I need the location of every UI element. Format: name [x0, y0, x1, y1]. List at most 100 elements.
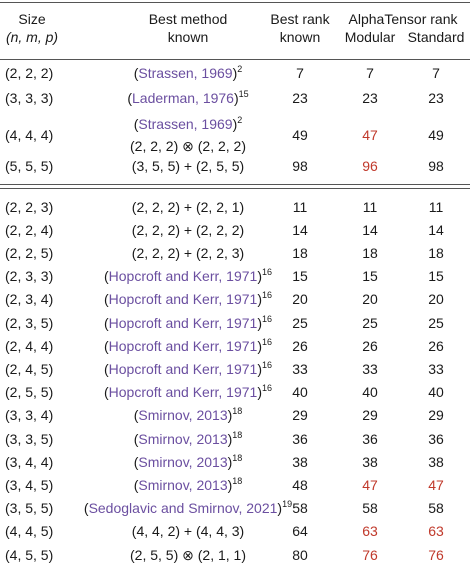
- size: (2, 5, 5): [5, 384, 54, 401]
- citation[interactable]: (Hopcroft and Kerr, 1971): [104, 361, 262, 377]
- standard-rank: 25: [428, 314, 444, 331]
- size: (2, 4, 5): [5, 360, 54, 377]
- standard-rank: 7: [432, 64, 440, 81]
- citation[interactable]: (Sedoglavic and Smirnov, 2021): [84, 500, 282, 516]
- citation-bracket: (: [103, 314, 109, 331]
- best-rank: 33: [292, 360, 308, 377]
- standard-rank: 20: [428, 291, 444, 308]
- citation[interactable]: (Hopcroft and Kerr, 1971): [104, 291, 262, 307]
- size: (3, 3, 4): [5, 407, 54, 424]
- citation-bracket: ): [257, 384, 262, 401]
- citation[interactable]: (Smirnov, 2013): [134, 431, 233, 447]
- size: (4, 5, 5): [5, 546, 54, 563]
- reference: 2: [237, 63, 243, 74]
- header-rule: [0, 59, 470, 60]
- formula: (2, 2, 2) + (2, 2, 2): [131, 221, 245, 238]
- size: (2, 3, 5): [5, 314, 54, 331]
- modular-rank: 40: [362, 384, 378, 401]
- modular-rank: 18: [362, 244, 378, 261]
- size: (2, 2, 3): [5, 198, 54, 215]
- method-line: (2, 5, 5) ⊗ (2, 1, 1): [130, 547, 246, 564]
- best-rank: 80: [292, 546, 308, 563]
- standard-rank: 33: [428, 360, 444, 377]
- formula: (3, 5, 5) + (2, 5, 5): [131, 157, 245, 174]
- citation-text: Smirnov, 2013: [138, 476, 228, 493]
- best-rank: 64: [292, 523, 308, 540]
- citation[interactable]: (Strassen, 1969): [134, 116, 238, 132]
- best-rank: 14: [292, 221, 308, 238]
- citation-bracket: (: [103, 384, 109, 401]
- method-line: (Hopcroft and Kerr, 1971)16: [104, 384, 272, 401]
- standard-rank: 23: [428, 89, 444, 106]
- citation[interactable]: (Laderman, 1976): [127, 90, 238, 106]
- reference: 16: [261, 290, 273, 301]
- citation-text: Strassen, 1969: [138, 115, 233, 132]
- modular-rank: 58: [362, 500, 378, 517]
- method-line: (Laderman, 1976)15: [127, 89, 248, 107]
- header-alphatensor: AlphaTensor rank: [348, 10, 458, 27]
- modular-rank: 11: [362, 198, 378, 215]
- size: (3, 4, 5): [5, 476, 54, 493]
- citation-bracket: (: [133, 430, 139, 447]
- citation-bracket: ): [232, 115, 238, 132]
- header-standard: Standard: [407, 28, 465, 45]
- modular-rank: 7: [366, 64, 374, 81]
- modular-rank: 15: [362, 268, 378, 285]
- citation-bracket: (: [103, 337, 109, 354]
- citation-bracket: ): [257, 337, 262, 354]
- citation[interactable]: (Smirnov, 2013): [134, 407, 233, 423]
- citation-bracket: ): [227, 407, 233, 424]
- citation[interactable]: (Hopcroft and Kerr, 1971): [104, 315, 262, 331]
- modular-rank: 23: [362, 89, 378, 106]
- standard-rank: 47: [428, 476, 444, 493]
- citation-bracket: ): [257, 291, 262, 308]
- standard-rank: 40: [428, 384, 444, 401]
- size: (2, 3, 4): [5, 291, 54, 308]
- standard-rank: 63: [428, 523, 444, 540]
- best-rank: 25: [292, 314, 308, 331]
- method-line: (2, 2, 2) + (2, 2, 3): [132, 245, 244, 262]
- citation-bracket: ): [257, 268, 262, 285]
- citation[interactable]: (Hopcroft and Kerr, 1971): [104, 268, 262, 284]
- method-line: (Smirnov, 2013)18: [134, 407, 243, 424]
- size: (3, 5, 5): [5, 500, 54, 517]
- citation[interactable]: (Strassen, 1969): [134, 65, 238, 81]
- standard-rank: 26: [428, 337, 444, 354]
- citation-bracket: (: [127, 89, 133, 106]
- citation[interactable]: (Hopcroft and Kerr, 1971): [104, 338, 262, 354]
- citation-bracket: (: [133, 453, 139, 470]
- citation-bracket: ): [233, 89, 239, 106]
- citation[interactable]: (Smirnov, 2013): [134, 454, 233, 470]
- header-size: (n, m, p): [5, 28, 59, 45]
- standard-rank: 76: [428, 546, 444, 563]
- best-rank: 36: [292, 430, 308, 447]
- citation-bracket: (: [133, 407, 139, 424]
- citation-bracket: ): [257, 314, 262, 331]
- citation[interactable]: (Smirnov, 2013): [134, 477, 233, 493]
- formula: (2, 5, 5) ⊗ (2, 1, 1): [130, 546, 246, 563]
- size: (2, 2, 5): [5, 244, 54, 261]
- citation-bracket: ): [277, 500, 283, 517]
- citation-bracket: ): [227, 430, 233, 447]
- formula: (2, 2, 2) ⊗ (2, 2, 2): [130, 137, 246, 154]
- citation-bracket: ): [227, 476, 233, 493]
- citation-text: Hopcroft and Kerr, 1971: [108, 314, 258, 331]
- best-rank: 29: [292, 407, 308, 424]
- citation-text: Smirnov, 2013: [138, 453, 228, 470]
- method-line: (Strassen, 1969)2: [134, 115, 243, 133]
- method-line: (Smirnov, 2013)18: [134, 430, 243, 448]
- size: (2, 2, 2): [5, 64, 54, 81]
- size: (2, 2, 4): [5, 221, 54, 238]
- reference: 16: [261, 267, 273, 278]
- group-rule: [0, 188, 470, 189]
- citation[interactable]: (Hopcroft and Kerr, 1971): [104, 384, 262, 400]
- modular-rank: 47: [362, 126, 378, 143]
- citation-bracket: ): [257, 360, 262, 377]
- reference: 18: [232, 452, 243, 463]
- standard-rank: 49: [428, 126, 444, 143]
- standard-rank: 38: [428, 453, 444, 470]
- modular-rank: 26: [362, 337, 378, 354]
- standard-rank: 14: [428, 221, 444, 238]
- citation-bracket: (: [83, 500, 89, 517]
